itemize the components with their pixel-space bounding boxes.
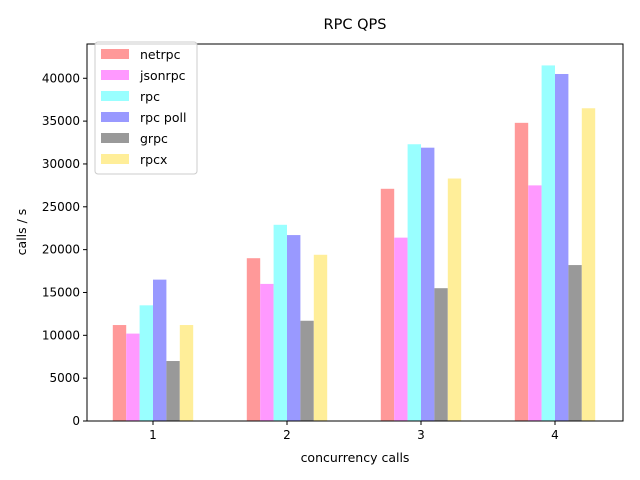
bar-jsonrpc-3 (394, 237, 408, 421)
y-tick-label: 15000 (42, 285, 80, 299)
bars-layer (112, 65, 596, 422)
legend-swatch-rpc (101, 91, 129, 101)
chart-title: RPC QPS (324, 17, 387, 33)
x-tick-label: 4 (551, 428, 559, 442)
bar-rpc-2 (273, 224, 287, 421)
y-tick-label: 10000 (42, 328, 80, 342)
legend-swatch-rpc-poll (101, 112, 129, 122)
bar-rpc-poll-1 (153, 279, 167, 422)
bar-grpc-3 (434, 288, 448, 421)
bar-rpc-4 (541, 65, 555, 422)
bar-grpc-2 (300, 320, 314, 421)
legend-label-grpc: grpc (140, 131, 168, 146)
legend-swatch-jsonrpc (101, 70, 129, 80)
plot-frame (86, 43, 624, 422)
legend-swatch-grpc (101, 133, 129, 143)
y-axis: 0 5000 10000 15000 20000 25000 30000 35000 40000 (42, 71, 87, 428)
y-tick-label: 0 (72, 414, 80, 428)
bar-rpc-3 (407, 144, 421, 421)
bar-grpc-4 (568, 265, 582, 421)
bar-rpcx-3 (447, 178, 462, 421)
bar-netrpc-3 (380, 188, 395, 421)
x-tick-label: 2 (283, 428, 291, 442)
bar-rpc-poll-4 (555, 73, 569, 422)
bar-jsonrpc-2 (260, 283, 274, 421)
legend-label-rpc: rpc (140, 89, 160, 104)
y-tick-label: 20000 (42, 243, 80, 257)
legend-label-jsonrpc: jsonrpc (139, 68, 186, 83)
y-tick-label: 30000 (42, 157, 80, 171)
bar-rpcx-1 (179, 325, 194, 421)
bar-jsonrpc-4 (528, 185, 542, 422)
bar-rpc-poll-2 (287, 235, 301, 421)
bar-rpcx-4 (581, 108, 596, 421)
x-axis-label: concurrency calls (301, 450, 410, 465)
y-tick-label: 25000 (42, 200, 80, 214)
y-tick-label: 35000 (42, 114, 80, 128)
bar-netrpc-2 (246, 258, 261, 421)
bar-rpcx-2 (313, 254, 328, 421)
x-axis: 1 2 3 4 (149, 421, 559, 442)
bar-jsonrpc-1 (126, 333, 140, 421)
legend-label-rpcx: rpcx (140, 152, 167, 167)
x-tick-label: 1 (149, 428, 157, 442)
legend-swatch-rpcx (101, 154, 129, 164)
bar-rpc-1 (139, 305, 153, 421)
bar-netrpc-4 (514, 122, 529, 421)
bar-rpc-poll-3 (421, 147, 435, 421)
y-tick-label: 5000 (49, 371, 80, 385)
legend-swatch-netrpc (101, 49, 129, 59)
legend-label-rpc-poll: rpc poll (140, 110, 186, 125)
bar-netrpc-1 (112, 325, 127, 421)
y-axis-label: calls / s (14, 209, 29, 256)
legend-label-netrpc: netrpc (140, 47, 181, 62)
legend: netrpc jsonrpc rpc rpc poll grpc rpcx (94, 41, 198, 175)
x-tick-label: 3 (417, 428, 425, 442)
bar-grpc-1 (166, 361, 180, 421)
y-tick-label: 40000 (42, 71, 80, 85)
